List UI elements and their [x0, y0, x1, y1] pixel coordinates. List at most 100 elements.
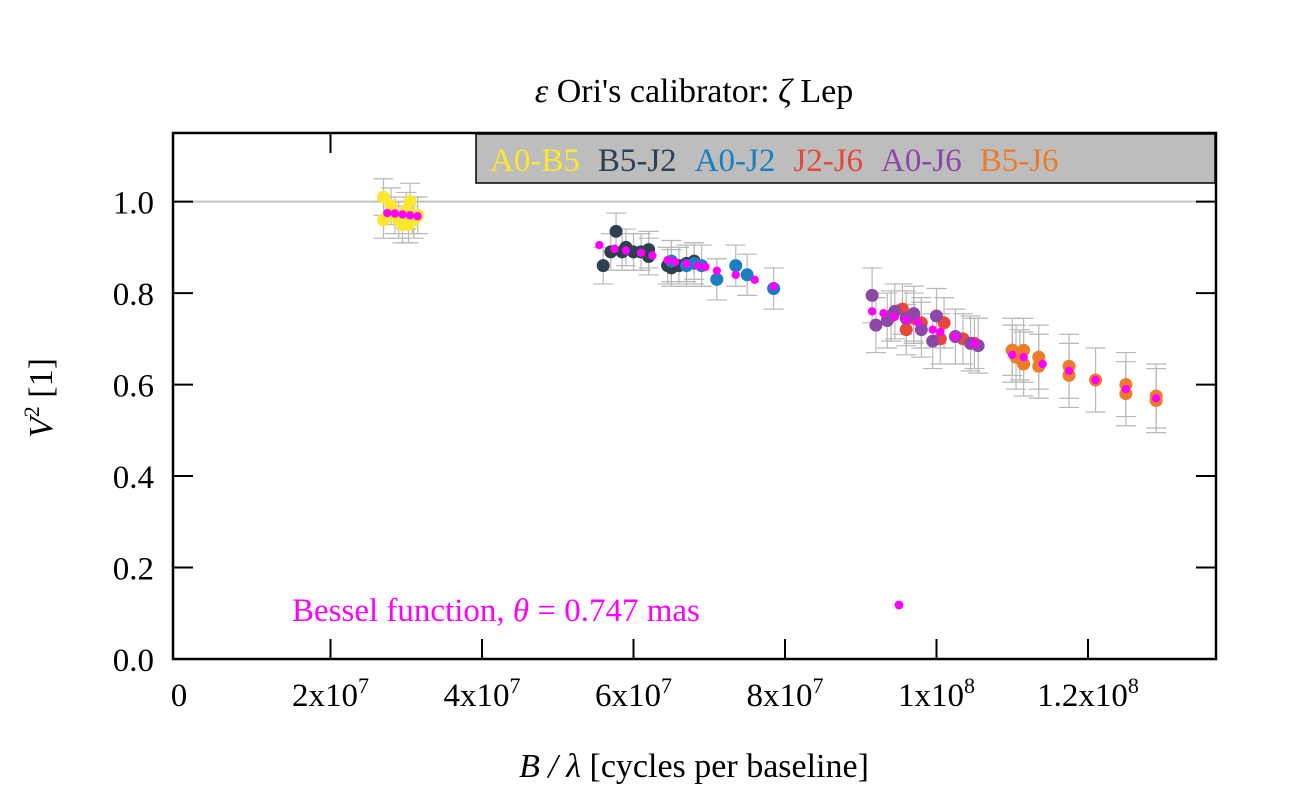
y-axis-label: V2 [1] — [19, 358, 60, 438]
model-point-25 — [936, 327, 945, 337]
model-point-8 — [636, 248, 646, 258]
x-axis-label: B / λ [cycles per baseline] — [519, 748, 869, 785]
error-bars — [373, 178, 1167, 434]
point-B5-J2-2 — [609, 224, 623, 238]
title-text-mid: Ori's calibrator: — [548, 73, 778, 110]
model-point-15 — [712, 266, 722, 275]
point-A0-J6-5 — [907, 307, 921, 321]
model-point-9 — [648, 251, 657, 260]
title-symbol-zeta: ζ — [778, 73, 794, 110]
model-point-6 — [610, 244, 619, 253]
y-tick-label-0: 0.0 — [113, 643, 154, 679]
x-tick-label-5: 1x108 — [898, 673, 975, 714]
model-point-27 — [970, 339, 979, 348]
x-tick-mantissa-6: 1.2x10 — [1037, 678, 1128, 714]
model-point-30 — [1038, 359, 1047, 369]
y-tick-label-2: 0.4 — [113, 460, 154, 496]
model-point-1 — [390, 209, 400, 218]
x-tick-mantissa-0: 0 — [171, 678, 188, 714]
model-point-28 — [1008, 350, 1017, 360]
x-tick-mantissa-3: 6x10 — [595, 678, 661, 714]
model-legend-marker — [894, 600, 904, 610]
legend-entry-a0-j6: A0-J6 — [881, 143, 962, 179]
point-A0-J6-6 — [914, 323, 928, 337]
x-tick-mantissa-2: 4x10 — [444, 678, 510, 714]
model-point-4 — [413, 212, 422, 221]
x-axis-label-var: B / λ — [519, 748, 581, 785]
legend-box — [475, 133, 1216, 184]
point-A0-J2-6 — [740, 268, 754, 282]
x-axis-label-rest: [cycles per baseline] — [581, 748, 869, 785]
model-point-3 — [405, 211, 415, 220]
model-point-34 — [1151, 394, 1161, 403]
bessel-model-points — [383, 208, 1161, 403]
legend-entry-j2-j6: J2-J6 — [793, 143, 863, 179]
x-tick-label-6: 1.2x108 — [1037, 673, 1139, 714]
legend-entry-b5-j2: B5-J2 — [598, 143, 677, 179]
legend-entry-a0-j2: A0-J2 — [695, 143, 776, 179]
point-A0-J6-8 — [930, 309, 943, 323]
model-point-12 — [682, 259, 691, 269]
point-A0-J6-7 — [926, 334, 940, 348]
plot-frame — [171, 131, 1218, 661]
y-tick-label-4: 0.8 — [113, 277, 154, 313]
model-point-26 — [951, 332, 960, 341]
title-symbol-epsilon: ε — [535, 73, 549, 110]
model-point-20 — [879, 309, 888, 318]
y-axis-label-rest: [1] — [23, 358, 60, 406]
model-point-23 — [913, 317, 922, 327]
x-tick-exponent-4: 7 — [813, 673, 824, 698]
model-point-19 — [867, 307, 877, 316]
axis-tick-labels: 0.00.20.40.60.81.00 2x107 4x107 6x107 8x107 1… — [113, 186, 1139, 714]
model-point-2 — [398, 210, 407, 219]
model-theta-symbol: θ — [513, 593, 529, 629]
point-B5-J6-3 — [1017, 357, 1031, 371]
point-B5-J2-0 — [596, 259, 610, 273]
model-label-text: Bessel function, — [292, 593, 513, 629]
x-tick-exponent-2: 7 — [510, 673, 521, 698]
model-point-11 — [670, 257, 680, 267]
point-B5-J6-2 — [1017, 343, 1031, 357]
model-point-29 — [1019, 352, 1028, 362]
data-points — [377, 190, 1163, 408]
model-label: Bessel function, θ = 0.747 mas — [292, 593, 700, 629]
y-tick-label-1: 0.2 — [113, 552, 154, 588]
x-tick-label-1: 2x107 — [292, 673, 369, 714]
x-tick-exponent-5: 8 — [964, 673, 975, 698]
model-point-21 — [890, 312, 900, 322]
x-tick-exponent-3: 7 — [661, 673, 672, 698]
chart-title: ε Ori's calibrator: ζ Lep — [535, 73, 853, 110]
model-point-24 — [928, 325, 937, 334]
point-J2-J6-2 — [899, 323, 913, 337]
model-point-7 — [621, 246, 631, 255]
model-point-10 — [663, 255, 672, 265]
x-tick-label-0: 0 — [171, 678, 188, 714]
x-tick-label-3: 6x107 — [595, 673, 672, 714]
model-point-5 — [595, 240, 604, 250]
model-point-0 — [383, 208, 392, 218]
legend: A0-B5 B5-J2 A0-J2 J2-J6 A0-J6 B5-J6 — [475, 133, 1216, 184]
y-axis-label-sup: 2 — [19, 406, 44, 417]
axis-ticks — [173, 133, 1216, 660]
x-tick-exponent-6: 8 — [1128, 673, 1139, 698]
x-tick-mantissa-5: 1x10 — [898, 678, 964, 714]
model-point-16 — [731, 270, 740, 279]
x-tick-exponent-1: 7 — [358, 673, 369, 698]
x-tick-mantissa-1: 2x10 — [292, 678, 358, 714]
model-point-33 — [1121, 384, 1131, 394]
model-point-18 — [769, 282, 778, 291]
point-A0-B5-0 — [377, 190, 391, 204]
title-text-right: Lep — [792, 73, 853, 110]
y-tick-label-5: 1.0 — [113, 186, 154, 222]
legend-entry-a0-b5: A0-B5 — [490, 143, 580, 179]
point-A0-J2-5 — [729, 259, 743, 273]
model-point-17 — [750, 275, 759, 285]
x-tick-label-2: 4x107 — [444, 673, 521, 714]
x-tick-label-4: 8x107 — [747, 673, 824, 714]
model-point-31 — [1064, 366, 1074, 376]
y-tick-label-3: 0.6 — [113, 369, 154, 405]
model-point-32 — [1091, 375, 1100, 385]
legend-entry-b5-j6: B5-J6 — [980, 143, 1059, 179]
